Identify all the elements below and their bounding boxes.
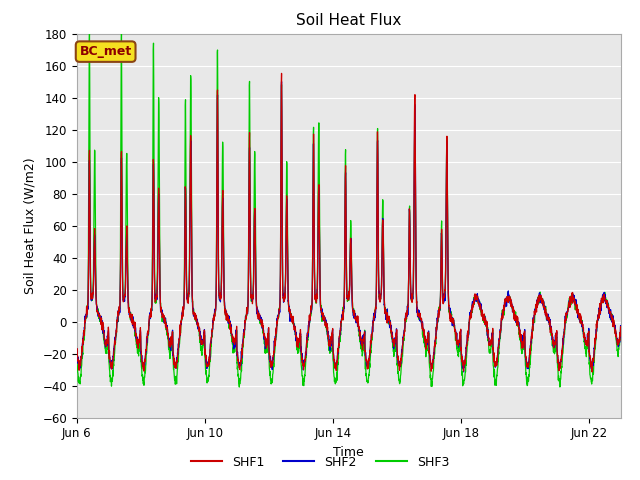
- SHF3: [116, 304, 124, 310]
- Line: SHF1: SHF1: [77, 73, 621, 372]
- SHF2: [73, 346, 81, 352]
- Title: Soil Heat Flux: Soil Heat Flux: [296, 13, 401, 28]
- SHF2: [183, 295, 191, 300]
- Y-axis label: Soil Heat Flux (W/m2): Soil Heat Flux (W/m2): [24, 157, 36, 294]
- SHF3: [236, 384, 243, 390]
- SHF1: [190, 310, 198, 315]
- Line: SHF3: SHF3: [77, 31, 621, 387]
- SHF2: [460, 369, 467, 375]
- SHF1: [73, 347, 81, 353]
- SHF2: [236, 360, 244, 365]
- SHF1: [116, 308, 124, 313]
- Text: BC_met: BC_met: [79, 45, 132, 58]
- SHF2: [617, 326, 625, 332]
- SHF2: [190, 312, 198, 318]
- SHF1: [372, 298, 380, 304]
- SHF3: [184, 295, 191, 301]
- SHF2: [502, 295, 509, 301]
- SHF3: [237, 375, 244, 381]
- SHF2: [278, 79, 285, 84]
- SHF1: [588, 369, 596, 375]
- SHF2: [372, 304, 380, 310]
- SHF3: [372, 294, 380, 300]
- SHF3: [191, 312, 198, 317]
- SHF1: [617, 330, 625, 336]
- SHF1: [236, 362, 244, 368]
- Line: SHF2: SHF2: [77, 82, 621, 372]
- SHF1: [278, 71, 285, 76]
- SHF3: [617, 330, 625, 336]
- Legend: SHF1, SHF2, SHF3: SHF1, SHF2, SHF3: [186, 451, 454, 474]
- SHF3: [73, 351, 81, 357]
- SHF3: [118, 28, 125, 34]
- X-axis label: Time: Time: [333, 446, 364, 459]
- SHF3: [502, 300, 509, 305]
- SHF1: [502, 298, 509, 303]
- SHF1: [183, 296, 191, 301]
- SHF2: [116, 306, 124, 312]
